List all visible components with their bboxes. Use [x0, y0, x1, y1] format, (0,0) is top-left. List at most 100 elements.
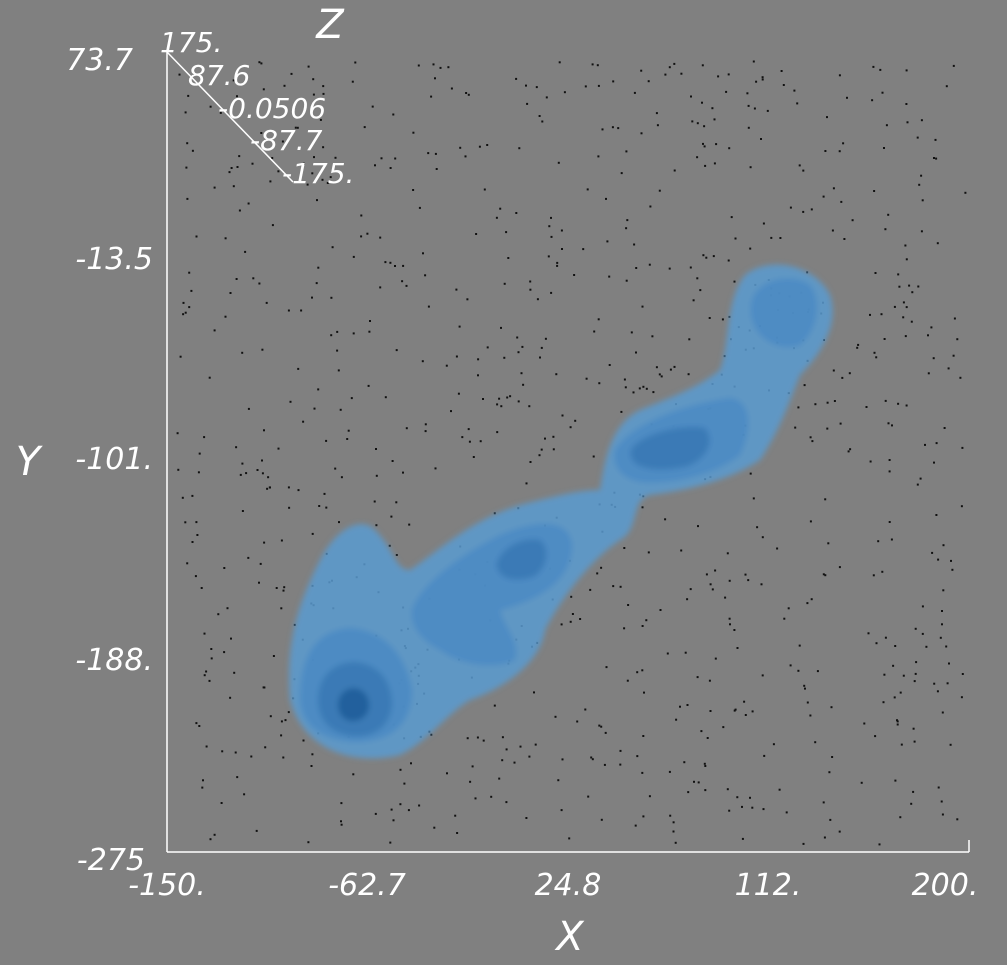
scatter-point — [184, 111, 187, 114]
scatter-point — [924, 443, 926, 446]
scatter-point — [573, 274, 576, 276]
scatter-point — [297, 489, 300, 492]
scatter-point — [300, 309, 303, 312]
scatter-point — [496, 403, 499, 406]
scatter-point — [261, 472, 264, 475]
scatter-point — [584, 85, 587, 88]
scatter-point — [686, 704, 689, 706]
scatter-point — [879, 68, 882, 71]
scatter-point — [686, 598, 689, 601]
scatter-point — [643, 691, 645, 694]
scatter-point — [277, 447, 280, 450]
scatter-point — [660, 375, 663, 378]
scatter-point — [352, 773, 355, 776]
scatter-point — [708, 679, 711, 682]
scatter-point — [647, 80, 650, 83]
scatter-point — [260, 132, 263, 134]
scatter-point — [190, 289, 193, 292]
scatter-point — [623, 547, 626, 549]
scatter-point — [455, 288, 458, 291]
scatter-point — [208, 679, 211, 682]
isosurface-level-3c — [630, 426, 710, 470]
scatter-point — [728, 147, 731, 150]
scatter-point — [950, 559, 952, 562]
scatter-point — [258, 61, 261, 64]
z-tick-label: 87.6 — [188, 59, 250, 92]
scatter-point — [824, 498, 827, 501]
scatter-point — [877, 540, 880, 543]
scatter-point — [752, 497, 755, 500]
scatter-point — [620, 410, 623, 413]
scatter-point — [337, 369, 340, 372]
scatter-point — [557, 161, 560, 164]
scatter-point — [439, 66, 442, 69]
scatter-point — [263, 429, 265, 432]
scatter-point — [809, 436, 812, 439]
scatter-point — [744, 714, 747, 716]
scatter-point — [888, 459, 891, 461]
scatter-point — [498, 777, 501, 780]
scatter-point — [905, 306, 908, 309]
scatter-point — [673, 169, 676, 172]
scatter-point — [648, 263, 651, 266]
scatter-point — [888, 521, 891, 523]
scatter-point — [873, 190, 876, 192]
scatter-point — [633, 91, 636, 94]
scatter-point — [890, 538, 893, 541]
scatter-point — [673, 365, 676, 368]
scatter-point — [766, 109, 769, 112]
scatter-point — [701, 64, 704, 67]
scatter-point — [749, 247, 752, 250]
scatter-point — [914, 627, 917, 630]
scatter-point — [935, 157, 938, 160]
scatter-point — [317, 266, 320, 269]
scatter-point — [675, 718, 678, 721]
scatter-point — [213, 329, 216, 332]
scatter-point — [601, 128, 604, 131]
scatter-point — [798, 164, 801, 167]
scatter-point — [905, 258, 908, 261]
scatter-point — [468, 440, 471, 443]
scatter-point — [336, 330, 339, 333]
scatter-point — [191, 494, 194, 497]
scatter-point — [560, 623, 563, 626]
scatter-point — [493, 704, 496, 707]
scatter-point — [229, 292, 232, 294]
scatter-point — [642, 385, 645, 388]
scatter-point — [187, 94, 190, 97]
scatter-point — [467, 428, 470, 431]
scatter-point — [892, 664, 895, 667]
scatter-point — [756, 526, 759, 529]
scatter-point — [687, 791, 690, 794]
scatter-point — [261, 348, 264, 351]
scatter-point — [571, 613, 574, 615]
scatter-point — [687, 373, 690, 376]
scatter-point — [952, 354, 955, 357]
scatter-point — [641, 506, 644, 509]
scatter-point — [961, 673, 964, 675]
scatter-point — [392, 819, 395, 822]
y-tick-label: -101. — [75, 442, 153, 477]
scatter-point — [947, 367, 950, 370]
scatter-point — [395, 501, 398, 504]
scatter-point — [340, 823, 343, 826]
scatter-point — [712, 255, 715, 258]
scatter-point — [721, 318, 724, 321]
scatter-point — [374, 164, 376, 167]
scatter-point — [921, 199, 924, 202]
scatter-point — [832, 369, 835, 372]
isosurface-core-a — [338, 688, 370, 722]
scatter-point — [412, 131, 415, 134]
scatter-point — [245, 472, 248, 475]
scatter-point — [630, 331, 633, 334]
scatter-point — [296, 126, 299, 129]
scatter-point — [828, 771, 831, 774]
scatter-point — [513, 761, 516, 764]
scatter-point — [176, 432, 179, 435]
scatter-point — [203, 674, 206, 677]
scatter-point — [945, 645, 948, 648]
scatter-point — [340, 820, 342, 823]
scatter-point — [778, 788, 781, 791]
scatter-point — [920, 230, 923, 233]
scatter-point — [446, 772, 448, 775]
